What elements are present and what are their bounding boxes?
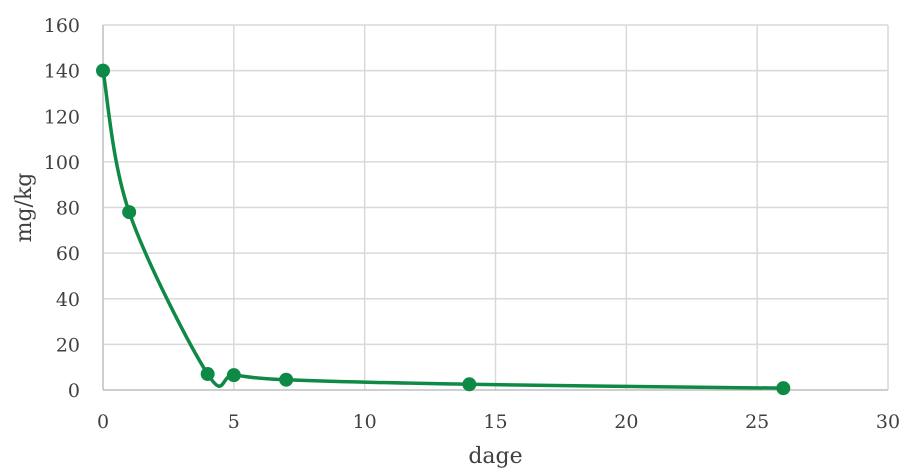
y-tick-label: 140: [44, 61, 80, 83]
data-point: [122, 205, 137, 220]
data-point: [462, 377, 477, 392]
series-layer: [96, 63, 791, 396]
series-line: [101, 70, 784, 390]
y-tick-label: 60: [56, 243, 80, 265]
label-layer: dage mg/kg 0 20 40 60 80 100 120 140 160 0 5 10 15 20…: [12, 15, 900, 469]
x-tick-label: 15: [483, 411, 507, 433]
data-point: [279, 372, 294, 387]
x-tick-label: 20: [614, 411, 638, 433]
data-point: [226, 368, 241, 383]
y-axis-title: mg/kg: [12, 173, 37, 243]
y-tick-label: 120: [44, 106, 80, 128]
data-point: [776, 381, 791, 396]
x-tick-label: 0: [97, 411, 109, 433]
grid-layer: [103, 24, 889, 390]
x-tick-label: 25: [745, 411, 769, 433]
x-tick-label: 30: [876, 411, 900, 433]
x-axis-title: dage: [468, 444, 522, 469]
axis-layer: [102, 25, 888, 391]
y-tick-label: 0: [68, 380, 80, 402]
data-point: [200, 367, 215, 382]
x-tick-label: 10: [353, 411, 377, 433]
y-tick-label: 100: [44, 152, 80, 174]
y-tick-label: 160: [44, 15, 80, 37]
y-tick-label: 80: [56, 198, 80, 220]
data-point: [96, 63, 110, 78]
y-tick-label: 40: [56, 289, 80, 311]
y-tick-label: 20: [56, 334, 80, 356]
x-tick-label: 5: [228, 411, 240, 433]
